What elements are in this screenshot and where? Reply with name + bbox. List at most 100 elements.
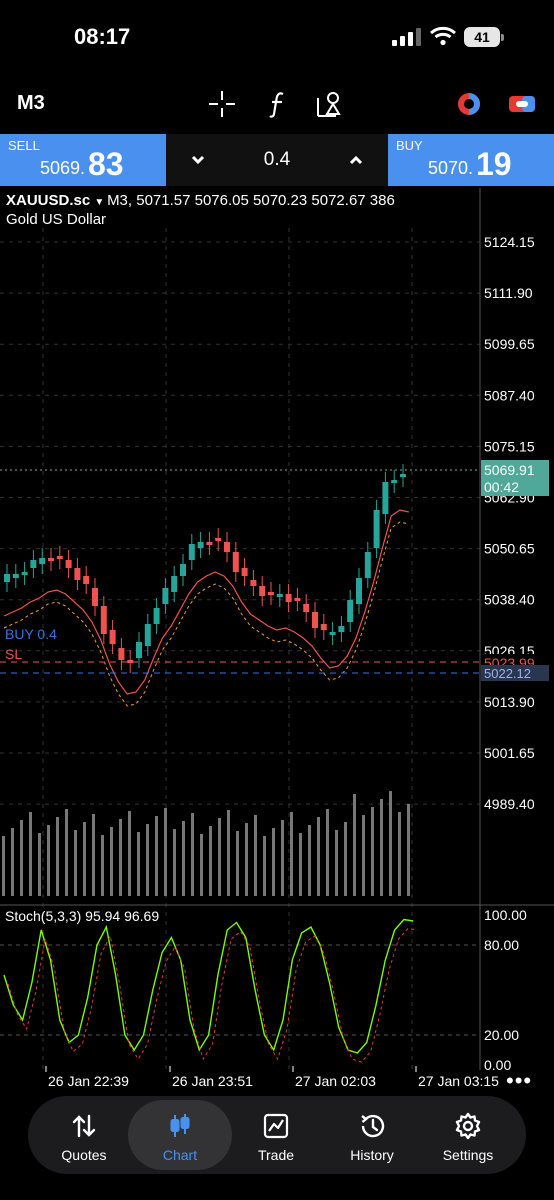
tab-quotes[interactable]: Quotes	[32, 1100, 136, 1170]
candle-body	[268, 592, 274, 595]
price-axis-label: 5124.15	[484, 234, 535, 250]
status-time: 08:17	[74, 24, 131, 49]
candle-body	[12, 574, 19, 578]
tab-chart[interactable]: Chart	[128, 1100, 232, 1170]
tab-trade[interactable]: Trade	[224, 1100, 328, 1170]
trade-panel-icon[interactable]	[506, 88, 538, 120]
candle-body	[127, 660, 134, 663]
current-price-label: 5069.91	[484, 462, 535, 478]
candle-body	[303, 604, 310, 612]
volume-control: 0.4	[166, 134, 388, 186]
volume-bar	[362, 815, 365, 896]
signal-icon	[392, 28, 422, 46]
tab-label: Quotes	[61, 1147, 107, 1163]
tab-label: Chart	[162, 1147, 198, 1163]
objects-icon[interactable]	[314, 88, 346, 120]
volume-bar	[236, 831, 239, 896]
stoch-label: Stoch(5,3,3) 95.94 96.69	[5, 908, 159, 924]
volume-value[interactable]: 0.4	[263, 149, 291, 170]
candle-body	[364, 552, 371, 578]
candle-body	[276, 594, 283, 597]
crosshair-icon[interactable]	[206, 88, 238, 120]
volume-bar	[281, 820, 284, 896]
symbol-dropdown-icon[interactable]: ▼	[94, 197, 108, 208]
volume-bar	[137, 832, 140, 896]
price-axis-label: 5099.65	[484, 336, 535, 352]
symbol-header: XAUUSD.sc ▼ M3, 5071.57 5076.05 5070.23 …	[6, 192, 395, 209]
candle-body	[224, 542, 230, 552]
timeframe-button[interactable]: M3	[17, 92, 45, 114]
tab-history[interactable]: History	[320, 1100, 424, 1170]
candle-body	[320, 624, 327, 630]
volume-bar	[92, 814, 95, 896]
candle-body	[92, 588, 98, 606]
history-icon	[361, 1114, 385, 1138]
tab-label: Settings	[442, 1147, 494, 1163]
tab-bar: Quotes Chart Trade History	[28, 1096, 526, 1174]
price-chart[interactable]: 5124.155111.905099.655087.405075.155062.…	[0, 188, 554, 1098]
volume-bar	[164, 808, 167, 896]
volume-bar	[83, 822, 86, 896]
volume-bar	[272, 828, 275, 896]
volume-bar	[398, 812, 401, 896]
candle-body	[382, 482, 389, 514]
price-axis-label: 5013.90	[484, 694, 535, 710]
candle-body	[391, 480, 398, 483]
stop-loss-label: SL	[5, 646, 22, 662]
volume-bar	[326, 809, 329, 896]
battery-icon: 41	[464, 27, 504, 47]
symbol-name: XAUUSD.sc	[6, 192, 91, 209]
candle-body	[241, 568, 248, 576]
volume-bar	[20, 820, 23, 896]
volume-bar	[101, 835, 104, 896]
volume-bar	[353, 794, 356, 896]
stoch-axis-label: 80.00	[484, 937, 519, 953]
moving-average-line	[3, 509, 409, 695]
position-tag	[481, 665, 549, 681]
candle-body	[285, 594, 292, 602]
volume-bar	[335, 830, 338, 896]
volume-bar	[182, 821, 185, 896]
sell-button[interactable]: SELL 5069. 83	[0, 134, 166, 186]
candle-body	[56, 556, 63, 559]
buy-label: BUY	[396, 138, 423, 153]
price-axis-label: 5050.65	[484, 541, 535, 557]
volume-bar	[173, 829, 176, 896]
current-price-tag	[481, 460, 549, 496]
volume-increase-button[interactable]	[344, 148, 368, 172]
buy-price-prefix: 5070.	[428, 158, 474, 178]
tab-settings[interactable]: Settings	[416, 1100, 520, 1170]
buy-button[interactable]: BUY 5070. 19	[388, 134, 554, 186]
candle-body	[65, 560, 72, 568]
volume-bar	[218, 818, 221, 896]
candle-body	[30, 560, 37, 568]
volume-bar	[290, 812, 293, 896]
stoch-axis-label: 0.00	[484, 1057, 511, 1073]
volume-decrease-button[interactable]	[186, 148, 210, 172]
stoch-main-line	[3, 918, 414, 1054]
price-axis-label: 5001.65	[484, 745, 535, 761]
volume-bar	[209, 826, 212, 896]
candle-body	[250, 580, 257, 586]
volume-bar	[308, 825, 311, 896]
stoch-axis-label: 20.00	[484, 1027, 519, 1043]
chart-icon	[170, 1114, 190, 1137]
chart-type-icon[interactable]	[453, 88, 485, 120]
candle-body	[294, 598, 301, 601]
volume-bar	[299, 833, 302, 896]
tab-label: Trade	[257, 1147, 295, 1163]
price-axis-label: 5111.90	[484, 285, 533, 301]
volume-bar	[74, 830, 77, 896]
candle-body	[215, 538, 222, 541]
chart-toolbar: M3	[0, 82, 554, 126]
function-icon[interactable]	[262, 88, 294, 120]
time-axis-label: 26 Jan 23:51	[172, 1073, 253, 1089]
chart-area[interactable]: 5124.15 5111.90 5099.65 5087.40 5075.15 5062.…	[0, 188, 554, 1098]
quotes-icon	[72, 1114, 96, 1138]
volume-bar	[2, 836, 5, 896]
volume-bar	[29, 812, 32, 896]
more-icon[interactable]: •••	[506, 1068, 533, 1093]
volume-bar	[47, 825, 50, 896]
status-bar: 08:17 41	[0, 0, 554, 76]
volume-bar	[371, 807, 374, 896]
